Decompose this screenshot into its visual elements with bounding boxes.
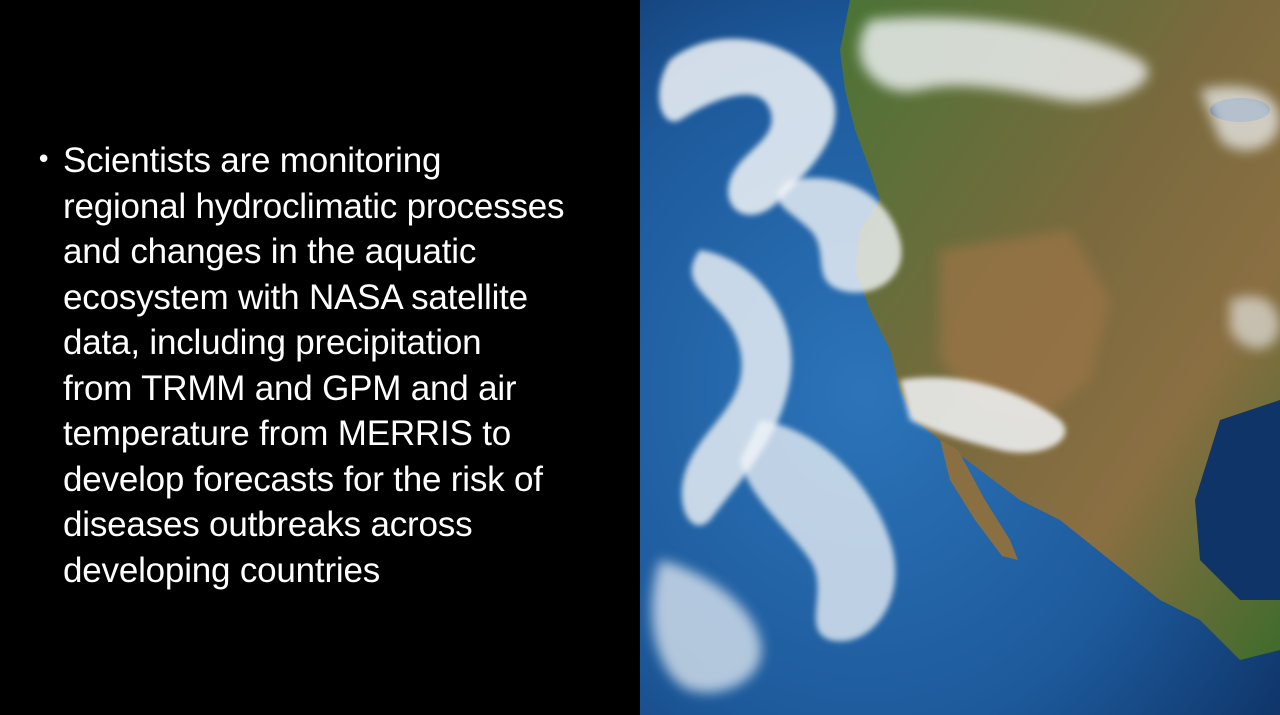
desert-region — [940, 230, 1110, 420]
earth-satellite-image — [640, 0, 1280, 715]
bullet-line: Scientists are monitoring — [63, 141, 442, 180]
bullet-line: ecosystem with NASA satellite — [63, 277, 528, 317]
bullet-item: • Scientists are monitoring regional hyd… — [36, 138, 632, 593]
bullet-line: and changes in the aquatic — [63, 232, 477, 271]
bullet-line: diseases outbreaks across — [63, 505, 473, 544]
cloud-cover — [651, 17, 1280, 693]
bullet-line: temperature from MERRIS to — [63, 414, 511, 453]
gulf-of-mexico — [1195, 400, 1280, 600]
bullet-line: data, including precipitation — [63, 323, 482, 362]
bullet-line: regional hydroclimatic processes — [63, 186, 565, 226]
bullet-list: • Scientists are monitoring regional hyd… — [36, 138, 632, 593]
text-panel: • Scientists are monitoring regional hyd… — [36, 138, 632, 593]
bullet-line: from TRMM and GPM and air — [63, 368, 517, 408]
baja-peninsula — [940, 440, 1018, 560]
bullet-line: developing countries — [63, 550, 381, 590]
earth-satellite-graphic — [640, 0, 1280, 715]
bullet-line: develop forecasts for the risk of — [63, 459, 543, 499]
bullet-dot-icon: • — [36, 145, 52, 175]
